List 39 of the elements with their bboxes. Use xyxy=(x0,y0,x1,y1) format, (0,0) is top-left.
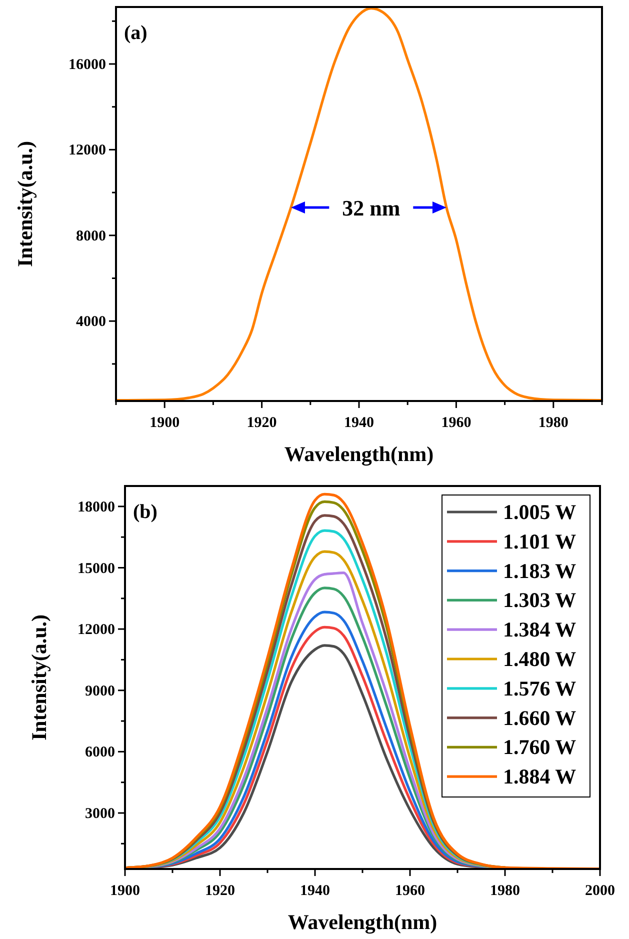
x-tick-label: 1920 xyxy=(246,415,277,431)
y-tick-label: 8000 xyxy=(76,228,106,244)
text: (a) xyxy=(124,22,148,44)
y-tick-label: 16000 xyxy=(68,56,106,73)
y-axis-title: Intensity(a.u.) xyxy=(27,614,51,741)
y-tick-label: 15000 xyxy=(78,560,115,577)
x-tick-label: 1980 xyxy=(490,883,520,899)
x-tick-label: 1960 xyxy=(441,415,472,431)
legend-label: 1.760 W xyxy=(503,735,576,760)
x-tick-label: 1980 xyxy=(538,415,568,431)
x-tick-label: 1920 xyxy=(205,883,235,899)
text: (b) xyxy=(133,501,158,523)
legend-label: 1.660 W xyxy=(503,706,576,730)
legend-label: 1.480 W xyxy=(503,647,576,671)
y-tick-label: 18000 xyxy=(78,499,115,516)
legend-label: 1.101 W xyxy=(503,529,576,554)
y-tick-label: 9000 xyxy=(85,683,115,700)
legend-label: 1.884 W xyxy=(503,764,576,789)
y-tick-label: 3000 xyxy=(85,806,115,822)
line-series xyxy=(125,492,600,869)
y-tick-label: 12000 xyxy=(68,142,106,159)
y-tick-label: 6000 xyxy=(85,744,115,761)
legend-label: 1.303 W xyxy=(503,588,576,612)
legend-label: 1.384 W xyxy=(503,618,576,642)
legend-label: 1.005 W xyxy=(503,500,576,524)
annotation: 32 nm xyxy=(342,196,400,221)
y-tick-label: 4000 xyxy=(76,314,106,330)
x-axis-title: Wavelength(nm) xyxy=(284,442,434,466)
x-tick-label: 1900 xyxy=(110,883,140,899)
y-tick-label: 12000 xyxy=(78,622,115,638)
x-tick-label: 1960 xyxy=(395,883,425,899)
x-tick-label: 1940 xyxy=(300,883,330,899)
legend-label: 1.576 W xyxy=(503,676,576,700)
x-tick-label: 2000 xyxy=(585,883,615,899)
y-axis-title: Intensity(a.u.) xyxy=(13,140,37,268)
x-axis-title: Wavelength(nm) xyxy=(288,910,438,934)
legend-label: 1.183 W xyxy=(503,558,576,583)
x-tick-label: 1940 xyxy=(344,415,374,431)
x-tick-label: 1900 xyxy=(150,415,180,431)
